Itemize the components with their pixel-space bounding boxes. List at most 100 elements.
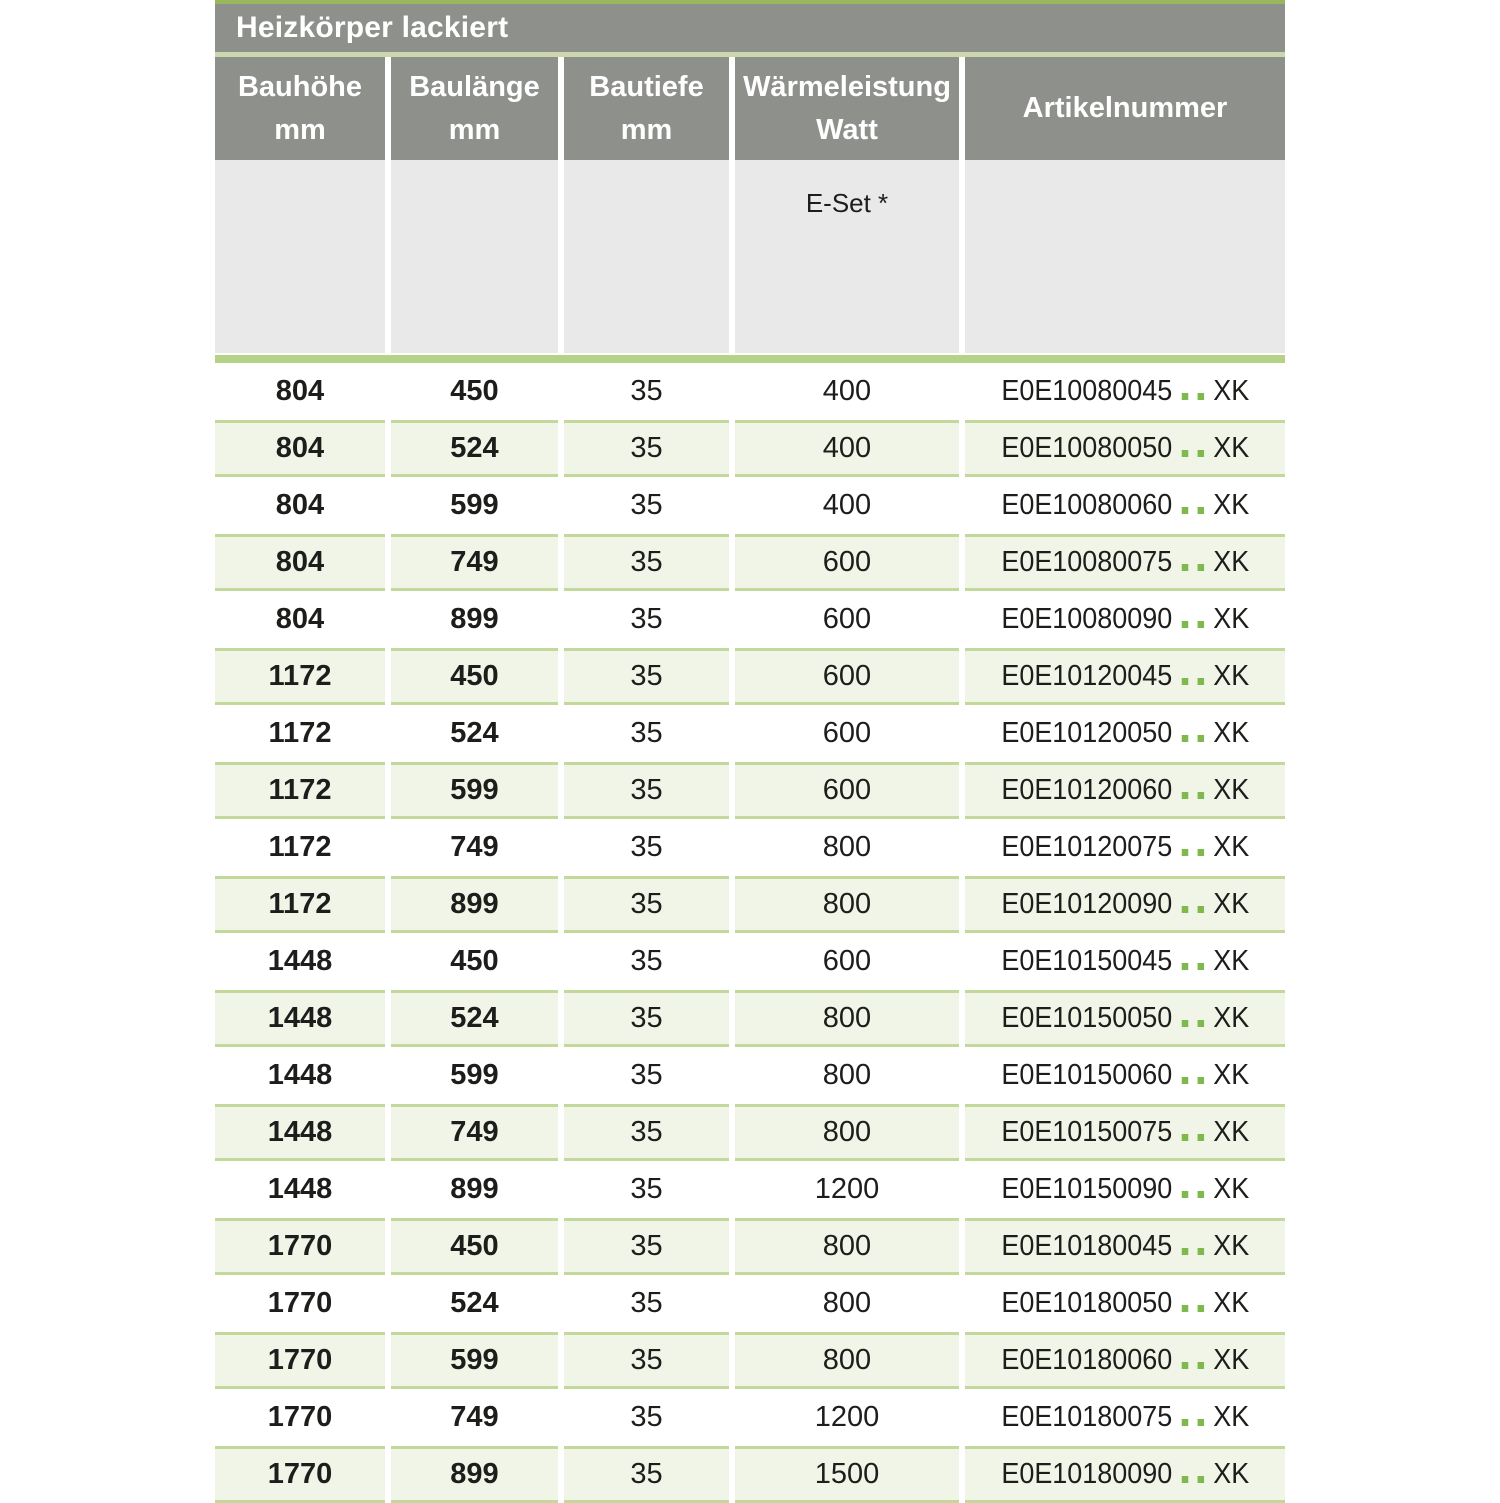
cell-baulaenge: 450 (391, 1218, 558, 1275)
cell-bautiefe: 35 (564, 819, 729, 876)
cell-bautiefe: 35 (564, 1275, 729, 1332)
cell-waermeleistung: 800 (735, 1332, 959, 1389)
artikelnummer-suffix: XK (1212, 375, 1249, 407)
artikelnummer-prefix: E0E10120090 (1001, 888, 1173, 920)
color-placeholder-dot-icon (1181, 450, 1188, 457)
cell-baulaenge: 524 (391, 705, 558, 762)
artikelnummer: E0E10150060 XK (1001, 1059, 1249, 1092)
artikelnummer-suffix: XK (1212, 945, 1249, 977)
column-header-waermeleistung: Wärmeleistung Watt (735, 57, 959, 160)
table-row: 1448 749 35 800 E0E10150075 XK (215, 1104, 1285, 1161)
cell-bautiefe: 35 (564, 1218, 729, 1275)
cell-bautiefe: 35 (564, 1104, 729, 1161)
artikelnummer-prefix: E0E10180090 (1001, 1458, 1173, 1490)
artikelnummer: E0E10080045 XK (1001, 375, 1249, 408)
artikelnummer-prefix: E0E10150050 (1001, 1002, 1173, 1034)
artikelnummer: E0E10080060 XK (1001, 489, 1249, 522)
color-placeholder-dot-icon (1197, 450, 1204, 457)
artikelnummer-prefix: E0E10150060 (1001, 1059, 1173, 1091)
color-placeholder-dot-icon (1197, 849, 1204, 856)
color-placeholder-dot-icon (1181, 906, 1188, 913)
artikelnummer-suffix: XK (1212, 831, 1249, 863)
color-placeholder-dot-icon (1197, 906, 1204, 913)
cell-baulaenge: 749 (391, 1389, 558, 1446)
artikelnummer: E0E10080050 XK (1001, 432, 1249, 465)
artikelnummer-suffix: XK (1212, 1059, 1249, 1091)
cell-baulaenge: 899 (391, 591, 558, 648)
cell-bautiefe: 35 (564, 477, 729, 534)
cell-baulaenge: 599 (391, 1047, 558, 1104)
artikelnummer-suffix: XK (1212, 1230, 1249, 1262)
cell-bautiefe: 35 (564, 1446, 729, 1503)
cell-waermeleistung: 600 (735, 762, 959, 819)
artikelnummer-suffix: XK (1212, 1458, 1249, 1490)
artikelnummer-prefix: E0E10080050 (1001, 432, 1173, 464)
cell-bauhoehe: 1770 (215, 1332, 385, 1389)
artikelnummer-suffix: XK (1212, 1287, 1249, 1319)
cell-artikelnummer: E0E10120075 XK (965, 819, 1285, 876)
color-placeholder-dot-icon (1197, 1305, 1204, 1312)
cell-artikelnummer: E0E10120050 XK (965, 705, 1285, 762)
artikelnummer: E0E10180060 XK (1001, 1344, 1249, 1377)
cell-bautiefe: 35 (564, 705, 729, 762)
cell-bautiefe: 35 (564, 876, 729, 933)
color-placeholder-dot-icon (1181, 621, 1188, 628)
color-placeholder-dot-icon (1181, 393, 1188, 400)
column-header-artikelnummer: Artikelnummer (965, 57, 1285, 160)
cell-waermeleistung: 1500 (735, 1446, 959, 1503)
artikelnummer: E0E10150075 XK (1001, 1116, 1249, 1149)
cell-waermeleistung: 600 (735, 933, 959, 990)
artikelnummer-prefix: E0E10120060 (1001, 774, 1173, 806)
artikelnummer: E0E10150090 XK (1001, 1173, 1249, 1206)
cell-bauhoehe: 1172 (215, 648, 385, 705)
cell-bautiefe: 35 (564, 591, 729, 648)
table-row: 1172 524 35 600 E0E10120050 XK (215, 705, 1285, 762)
artikelnummer: E0E10120060 XK (1001, 774, 1249, 807)
cell-waermeleistung: 800 (735, 1047, 959, 1104)
table-row: 1770 899 35 1500 E0E10180090 XK (215, 1446, 1285, 1503)
artikelnummer: E0E10150050 XK (1001, 1002, 1249, 1035)
color-placeholder-dot-icon (1197, 1419, 1204, 1426)
subheader-cell-bautiefe (564, 160, 729, 353)
cell-waermeleistung: 800 (735, 1275, 959, 1332)
color-placeholder-dot-icon (1181, 963, 1188, 970)
cell-baulaenge: 450 (391, 363, 558, 420)
cell-artikelnummer: E0E10150075 XK (965, 1104, 1285, 1161)
color-placeholder-dot-icon (1181, 1248, 1188, 1255)
cell-waermeleistung: 800 (735, 819, 959, 876)
color-placeholder-dot-icon (1197, 1476, 1204, 1483)
column-header-bautiefe: Bautiefe mm (564, 57, 729, 160)
artikelnummer-suffix: XK (1212, 489, 1249, 521)
cell-artikelnummer: E0E10180050 XK (965, 1275, 1285, 1332)
artikelnummer-suffix: XK (1212, 1401, 1249, 1433)
cell-bautiefe: 35 (564, 1161, 729, 1218)
artikelnummer-suffix: XK (1212, 717, 1249, 749)
cell-waermeleistung: 800 (735, 1104, 959, 1161)
artikelnummer-prefix: E0E10080090 (1001, 603, 1173, 635)
column-unit: Watt (816, 113, 878, 146)
cell-bautiefe: 35 (564, 363, 729, 420)
cell-baulaenge: 899 (391, 1161, 558, 1218)
artikelnummer-prefix: E0E10150090 (1001, 1173, 1173, 1205)
artikelnummer-suffix: XK (1212, 1002, 1249, 1034)
cell-bauhoehe: 1172 (215, 876, 385, 933)
cell-baulaenge: 599 (391, 477, 558, 534)
cell-bautiefe: 35 (564, 648, 729, 705)
artikelnummer-suffix: XK (1212, 432, 1249, 464)
table-row: 804 450 35 400 E0E10080045 XK (215, 363, 1285, 420)
cell-bautiefe: 35 (564, 990, 729, 1047)
column-label: Baulänge (409, 70, 540, 103)
color-placeholder-dot-icon (1197, 507, 1204, 514)
column-label: Wärmeleistung (743, 70, 951, 103)
artikelnummer: E0E10080075 XK (1001, 546, 1249, 579)
table-row: 1172 450 35 600 E0E10120045 XK (215, 648, 1285, 705)
cell-artikelnummer: E0E10080060 XK (965, 477, 1285, 534)
cell-artikelnummer: E0E10150045 XK (965, 933, 1285, 990)
artikelnummer-suffix: XK (1212, 603, 1249, 635)
cell-bauhoehe: 1770 (215, 1275, 385, 1332)
color-placeholder-dot-icon (1197, 1191, 1204, 1198)
artikelnummer-prefix: E0E10120045 (1001, 660, 1173, 692)
cell-waermeleistung: 800 (735, 990, 959, 1047)
subheader-row: E-Set * (215, 160, 1285, 353)
cell-artikelnummer: E0E10080045 XK (965, 363, 1285, 420)
